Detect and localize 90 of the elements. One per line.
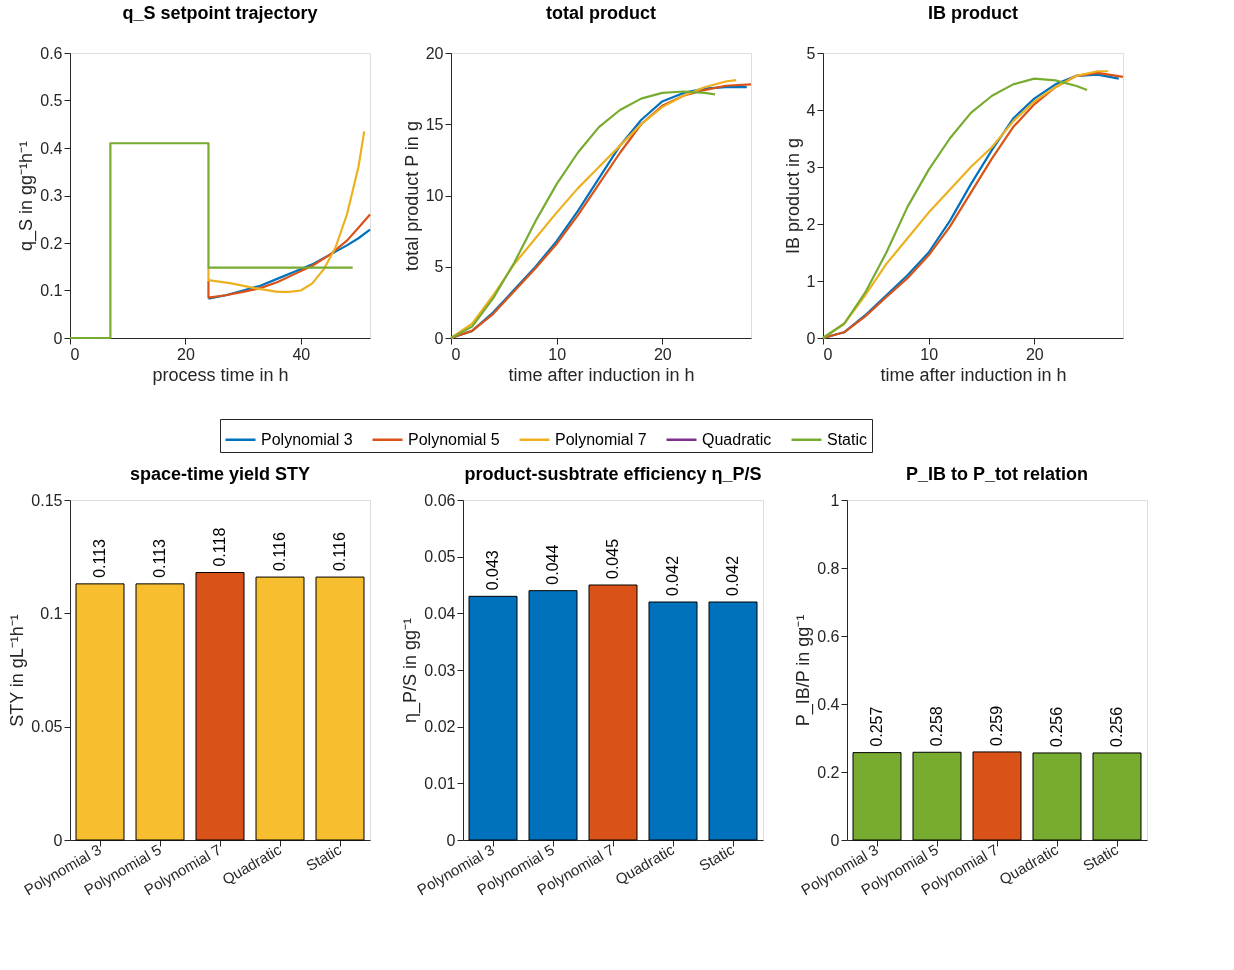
- data-label: 0.116: [271, 532, 288, 572]
- legend-label: Static: [827, 430, 868, 448]
- x-tick-label: 0: [70, 345, 80, 363]
- bar: [315, 576, 365, 841]
- y-tick-label: 15: [425, 115, 444, 133]
- y-axis-title: P_IB/P in gg⁻¹: [793, 614, 815, 727]
- data-label: 0.113: [151, 538, 168, 578]
- y-tick-label: 0.1: [40, 604, 63, 622]
- y-tick-label: 4: [806, 101, 816, 119]
- x-tick-label: 10: [548, 345, 567, 363]
- chart-title: product-susbtrate efficiency η_P/S: [464, 464, 762, 484]
- y-tick-label: 0.4: [40, 139, 63, 157]
- line-series: [207, 228, 372, 300]
- data-label: 0.259: [988, 705, 1005, 746]
- y-tick-label: 0.4: [817, 695, 840, 713]
- bar: [468, 595, 518, 841]
- y-tick-label: 20: [425, 44, 444, 62]
- x-axis-title: time after induction in h: [508, 364, 695, 385]
- y-tick-label: 0.6: [40, 44, 63, 62]
- y-axis-title: STY in gL⁻¹h⁻¹: [7, 614, 28, 727]
- y-tick-label: 0.05: [424, 548, 456, 566]
- bar: [255, 576, 305, 841]
- y-tick-label: 0.2: [817, 763, 840, 781]
- y-tick-label: 0.6: [817, 627, 840, 645]
- y-tick-label: 0.02: [424, 718, 456, 736]
- x-tick-label: Static: [1080, 840, 1122, 875]
- y-tick-label: 0: [53, 329, 63, 347]
- data-label: 0.113: [91, 538, 108, 578]
- y-tick-label: 0.2: [40, 234, 63, 252]
- y-tick-label: 2: [806, 215, 816, 233]
- y-tick-label: 0.03: [424, 661, 456, 679]
- y-tick-label: 0.01: [424, 774, 456, 792]
- y-tick-label: 0.05: [31, 718, 63, 736]
- y-tick-label: 5: [434, 258, 444, 276]
- data-label: 0.042: [664, 555, 681, 596]
- y-tick-label: 5: [806, 44, 816, 62]
- line-series: [207, 213, 372, 299]
- bar: [588, 584, 638, 841]
- data-label: 0.045: [604, 538, 621, 579]
- y-tick-label: 0.15: [31, 491, 63, 509]
- bar: [195, 572, 245, 841]
- legend-label: Quadratic: [702, 430, 772, 448]
- bar: [708, 601, 758, 841]
- y-tick-label: 0.8: [817, 559, 840, 577]
- y-tick-label: 0.3: [40, 187, 63, 204]
- y-tick-label: 0: [434, 329, 444, 347]
- y-tick-label: 10: [425, 187, 444, 204]
- y-tick-label: 0.1: [40, 282, 63, 299]
- y-tick-label: 1: [806, 272, 816, 290]
- y-axis-title: IB product in g: [782, 137, 803, 255]
- data-label: 0.257: [868, 706, 885, 747]
- x-tick-label: 20: [653, 345, 672, 363]
- x-tick-label: Static: [303, 840, 345, 875]
- y-tick-label: 0.06: [424, 491, 456, 509]
- y-tick-label: 0.04: [424, 604, 456, 622]
- legend-label: Polynomial 3: [261, 430, 353, 448]
- x-tick-label: 40: [292, 345, 311, 363]
- y-axis-title: η_P/S in gg⁻¹: [400, 617, 422, 724]
- data-label: 0.256: [1048, 706, 1065, 747]
- bar: [75, 583, 125, 841]
- x-axis-title: time after induction in h: [880, 364, 1067, 385]
- data-label: 0.118: [211, 527, 228, 567]
- data-label: 0.258: [928, 706, 945, 747]
- chart-title: q_S setpoint trajectory: [122, 3, 318, 23]
- data-label: 0.116: [331, 532, 348, 572]
- x-axis-title: process time in h: [152, 364, 289, 385]
- y-tick-label: 0: [806, 329, 816, 347]
- legend-label: Polynomial 5: [408, 430, 500, 448]
- chart-title: P_IB to P_tot relation: [905, 464, 1089, 484]
- data-label: 0.043: [484, 550, 501, 591]
- data-label: 0.042: [724, 555, 741, 596]
- line-series: [207, 130, 366, 294]
- y-tick-label: 1: [830, 491, 840, 509]
- legend-label: Polynomial 7: [555, 430, 647, 448]
- x-tick-label: 20: [176, 345, 195, 363]
- data-label: 0.044: [544, 544, 561, 585]
- y-axis-title: total product P in g: [401, 121, 422, 271]
- y-tick-label: 3: [806, 158, 816, 176]
- bar: [648, 601, 698, 841]
- y-axis-title: q_S in gg⁻¹h⁻¹: [16, 140, 38, 252]
- x-tick-label: 10: [920, 345, 939, 363]
- bar: [528, 590, 578, 841]
- x-tick-label: Static: [696, 840, 738, 875]
- chart-title: IB product: [928, 3, 1018, 23]
- x-tick-label: 20: [1025, 345, 1044, 363]
- bar: [135, 583, 185, 841]
- data-label: 0.256: [1108, 706, 1125, 747]
- y-tick-label: 0.5: [40, 92, 63, 109]
- chart-title: total product: [546, 3, 656, 23]
- chart-title: space-time yield STY: [129, 464, 311, 484]
